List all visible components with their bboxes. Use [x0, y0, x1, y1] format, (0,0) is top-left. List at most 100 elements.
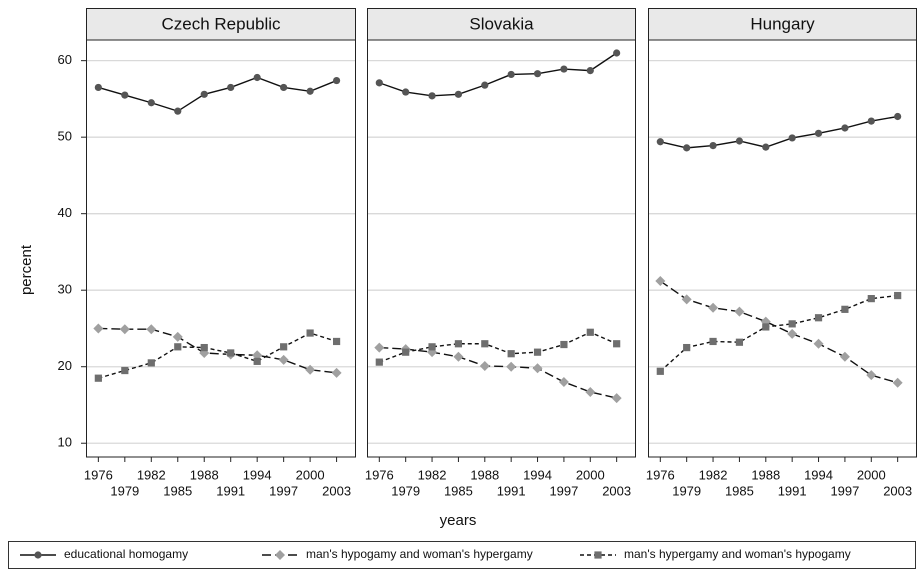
- x-tick-label: 1988: [470, 467, 499, 482]
- marker: [841, 124, 849, 132]
- panel-title: Slovakia: [469, 14, 534, 33]
- marker: [841, 305, 849, 313]
- legend-marker: [594, 551, 602, 559]
- marker: [613, 340, 621, 348]
- x-tick-label: 2003: [602, 483, 631, 498]
- x-tick-label: 1988: [751, 467, 780, 482]
- marker: [533, 70, 542, 78]
- marker: [121, 91, 129, 99]
- marker: [306, 329, 314, 337]
- marker: [533, 348, 542, 356]
- plot-area: [367, 39, 636, 458]
- x-tick-label: 1997: [830, 483, 859, 498]
- series-line: [659, 294, 898, 372]
- marker: [655, 276, 666, 287]
- y-tick-label: 40: [58, 205, 72, 220]
- marker: [683, 144, 691, 152]
- marker: [278, 354, 289, 365]
- x-axis-label: years: [440, 512, 477, 529]
- marker: [227, 83, 235, 92]
- marker: [656, 367, 664, 375]
- x-tick-label: 1976: [84, 467, 113, 482]
- x-tick-label: 1979: [672, 483, 701, 498]
- marker: [94, 83, 102, 92]
- marker: [374, 342, 385, 353]
- marker: [709, 141, 717, 150]
- marker: [735, 338, 744, 346]
- marker: [454, 340, 463, 348]
- marker: [507, 350, 515, 358]
- marker: [200, 90, 208, 98]
- marker: [332, 76, 341, 85]
- marker: [331, 367, 342, 378]
- series-line: [379, 52, 618, 97]
- series-line: [98, 76, 337, 112]
- marker: [788, 134, 796, 142]
- marker: [656, 138, 664, 146]
- marker: [560, 65, 568, 73]
- x-tick-label: 1976: [646, 467, 675, 482]
- marker: [402, 88, 410, 96]
- marker: [866, 370, 877, 381]
- legend-label: man's hypogamy and woman's hypergamy: [306, 547, 533, 561]
- y-tick-label: 30: [58, 282, 72, 297]
- marker: [506, 361, 517, 372]
- marker: [611, 393, 622, 404]
- marker: [735, 137, 744, 145]
- marker: [814, 314, 823, 322]
- marker: [172, 331, 183, 342]
- marker: [227, 349, 235, 357]
- marker: [375, 79, 383, 87]
- series-line: [98, 332, 337, 379]
- marker: [762, 323, 770, 331]
- marker: [121, 366, 129, 375]
- y-tick-label: 10: [58, 435, 72, 450]
- marker: [306, 87, 314, 95]
- x-tick-label: 2003: [322, 483, 351, 498]
- x-tick-label: 1982: [699, 467, 728, 482]
- legend-box: [8, 541, 916, 569]
- marker: [402, 348, 410, 356]
- marker: [253, 73, 261, 82]
- x-tick-label: 1988: [190, 467, 219, 482]
- x-tick-label: 2000: [296, 467, 325, 482]
- marker: [428, 92, 436, 100]
- marker: [454, 90, 463, 98]
- marker: [734, 306, 745, 317]
- marker: [93, 323, 104, 334]
- legend-marker: [34, 551, 42, 559]
- marker: [894, 112, 902, 121]
- panel-strip: [367, 8, 636, 41]
- panel-title: Czech Republic: [161, 14, 281, 33]
- plot-area: [86, 39, 356, 458]
- marker: [332, 337, 341, 346]
- marker: [305, 364, 316, 375]
- marker: [560, 340, 568, 349]
- marker: [867, 295, 875, 303]
- series-line: [98, 327, 337, 374]
- marker: [481, 81, 489, 89]
- x-tick-label: 1982: [418, 467, 447, 482]
- marker: [613, 49, 621, 57]
- legend-label: man's hypergamy and woman's hypogamy: [624, 547, 851, 561]
- x-tick-label: 1982: [137, 467, 166, 482]
- marker: [174, 107, 182, 115]
- marker: [892, 377, 903, 388]
- marker: [253, 357, 261, 365]
- x-tick-label: 2000: [576, 467, 605, 482]
- marker: [683, 343, 691, 352]
- marker: [147, 99, 155, 107]
- marker: [894, 291, 902, 300]
- marker: [280, 83, 288, 92]
- marker: [586, 328, 594, 336]
- marker: [119, 324, 130, 335]
- marker: [200, 343, 208, 352]
- x-tick-label: 1976: [365, 467, 394, 482]
- plot-area: [648, 39, 917, 458]
- panel-title: Hungary: [750, 14, 815, 33]
- marker: [146, 324, 157, 335]
- marker: [479, 360, 490, 371]
- x-tick-label: 1994: [243, 467, 272, 482]
